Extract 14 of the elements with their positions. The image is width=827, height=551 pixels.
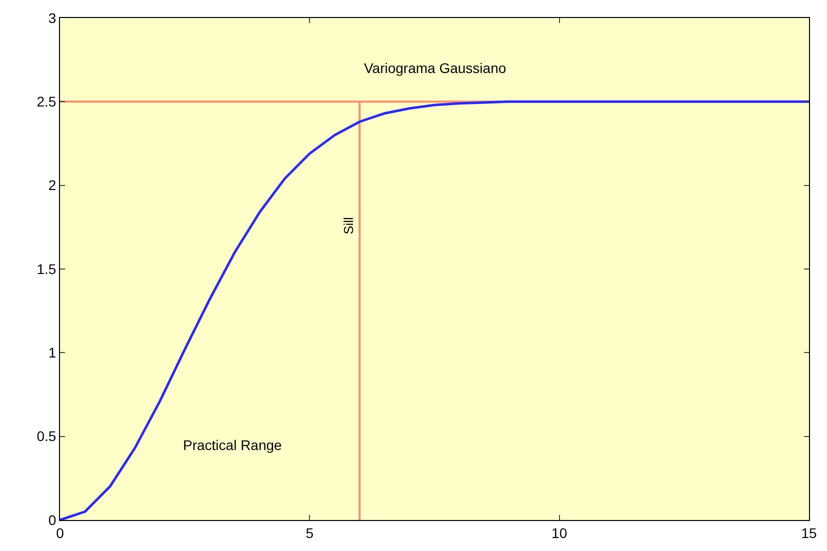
y-tick-label: 2 <box>48 177 56 194</box>
x-tick-label: 15 <box>801 524 817 541</box>
y-tick-label: 0.5 <box>36 428 56 444</box>
annotation: Practical Range <box>183 437 282 453</box>
ref-line-label: Sill <box>340 216 356 234</box>
y-tick-label: 1.5 <box>36 260 56 277</box>
line-series <box>60 100 809 520</box>
y-tick-label: 0 <box>48 512 56 528</box>
y-tick-label: 3 <box>48 10 56 26</box>
y-tick-label: 2.5 <box>36 94 56 110</box>
x-tick-label: 5 <box>306 524 314 541</box>
y-tick-label: 1 <box>48 344 56 361</box>
annotation: Variograma Gaussiano <box>364 60 506 76</box>
x-tick-label: 10 <box>552 524 568 541</box>
